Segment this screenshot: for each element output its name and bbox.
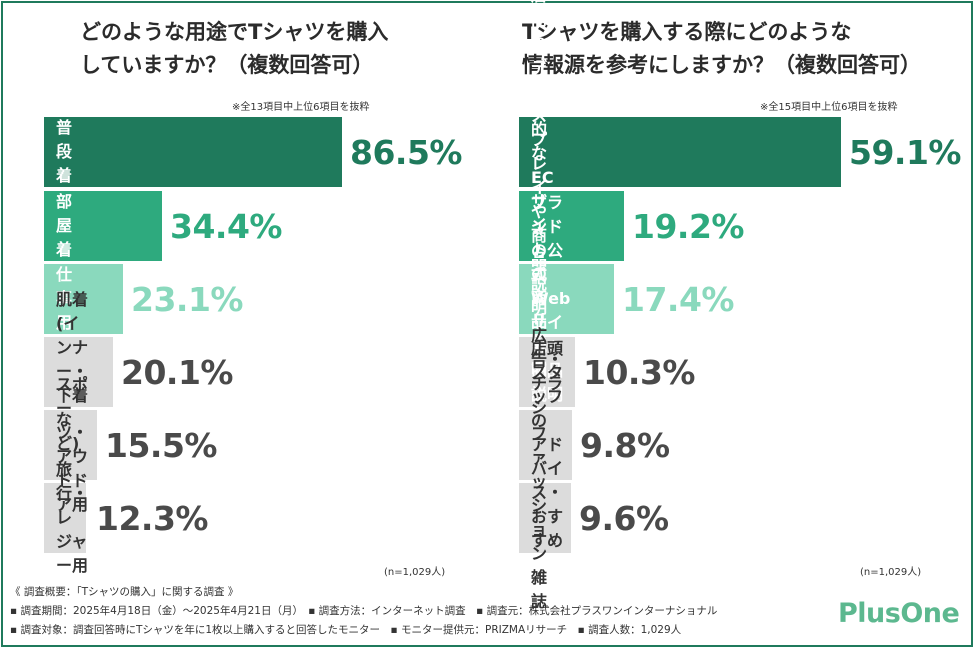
left-sample-size: (n=1,029人) — [384, 567, 446, 578]
bar-value-label: 9.8% — [580, 425, 670, 465]
bar-value-label: 59.1% — [849, 132, 962, 172]
bar-category-label: ファッション雑誌 — [531, 424, 548, 611]
right-chart-note: ※全15項目中上位6項目を抜粋 — [760, 102, 898, 113]
bar-value-label: 86.5% — [350, 132, 463, 172]
bar — [519, 191, 624, 261]
survey-footer: 《 調査概要：「Tシャツの購入」に関する調査 》 ▪ 調査期間：2025年4月1… — [10, 583, 717, 640]
bar-category-label: 部屋着 — [56, 192, 73, 259]
bar — [44, 337, 113, 407]
bar-value-label: 12.3% — [96, 498, 209, 538]
bar-category-label: 旅行・ レジャー用 — [56, 460, 89, 575]
bar — [519, 410, 572, 480]
bar-value-label: 9.6% — [579, 498, 669, 538]
right-chart-title: Tシャツを購入する際にどのような 情報源を参考にしますか？（複数回答可） — [522, 20, 921, 77]
bar — [44, 117, 342, 187]
survey-period-line: ▪ 調査期間：2025年4月18日（金）〜2025年4月21日（月） ▪ 調査方… — [10, 605, 718, 617]
bar — [44, 191, 162, 261]
bar — [519, 337, 575, 407]
bar-value-label: 20.1% — [121, 352, 234, 392]
bar — [519, 264, 614, 334]
bar-category-label: 普段着 — [56, 118, 73, 185]
bar — [44, 483, 86, 553]
plusone-logo: PlusOne — [838, 598, 960, 629]
bar — [519, 483, 571, 553]
bar-value-label: 10.3% — [583, 352, 696, 392]
survey-target-line: ▪ 調査対象：調査回答時にTシャツを年に1枚以上購入すると回答したモニター ▪ … — [10, 624, 682, 636]
bar-value-label: 19.2% — [632, 206, 745, 246]
left-chart-note: ※全13項目中上位6項目を抜粋 — [232, 102, 370, 113]
bar-value-label: 17.4% — [622, 279, 735, 319]
bar-category-label: 仕事用 — [56, 265, 73, 332]
bar — [44, 410, 97, 480]
bar-value-label: 34.4% — [170, 206, 283, 246]
bar — [519, 117, 841, 187]
survey-overview-heading: 《 調査概要：「Tシャツの購入」に関する調査 》 — [10, 586, 239, 598]
left-chart-title: どのような用途でTシャツを購入 していますか？（複数回答可） — [80, 20, 389, 77]
bar-value-label: 15.5% — [105, 425, 218, 465]
right-sample-size: (n=1,029人) — [860, 567, 922, 578]
bar — [44, 264, 123, 334]
bar-value-label: 23.1% — [131, 279, 244, 319]
